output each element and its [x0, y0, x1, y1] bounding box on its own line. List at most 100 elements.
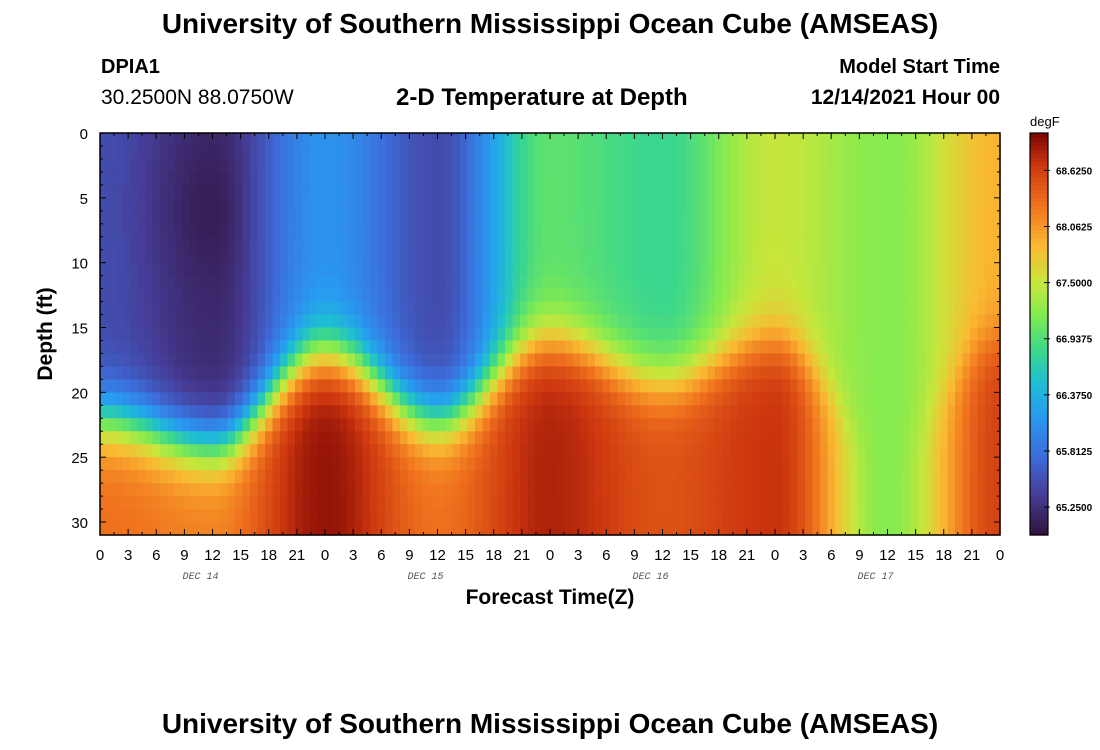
heatmap-cell [280, 496, 289, 510]
heatmap-cell [227, 327, 236, 342]
heatmap-cell [932, 457, 941, 471]
heatmap-cell [962, 210, 971, 225]
heatmap-cell [827, 184, 836, 199]
heatmap-cell [197, 262, 206, 277]
heatmap-cell [842, 353, 851, 368]
heatmap-cell [827, 418, 836, 432]
heatmap-cell [407, 379, 416, 393]
heatmap-cell [805, 444, 814, 458]
heatmap-cell [812, 301, 821, 316]
heatmap-cell [302, 314, 311, 329]
heatmap-cell [242, 288, 251, 303]
heatmap-cell [850, 379, 859, 393]
heatmap-cell [895, 496, 904, 510]
heatmap-cell [977, 197, 986, 212]
heatmap-cell [400, 236, 409, 251]
heatmap-cell [550, 418, 559, 432]
heatmap-cell [932, 223, 941, 238]
heatmap-cell [332, 470, 341, 484]
heatmap-cell [760, 379, 769, 393]
heatmap-cell [940, 171, 949, 186]
heatmap-cell [602, 405, 611, 419]
heatmap-cell [677, 496, 686, 510]
heatmap-cell [857, 262, 866, 277]
heatmap-cell [130, 509, 139, 523]
heatmap-cell [100, 405, 109, 419]
heatmap-cell [422, 301, 431, 316]
heatmap-cell [422, 210, 431, 225]
colorbar-segment [1030, 510, 1048, 516]
heatmap-cell [107, 444, 116, 458]
heatmap-cell [782, 522, 791, 536]
heatmap-cell [790, 470, 799, 484]
heatmap-cell [835, 340, 844, 355]
heatmap-cell [775, 522, 784, 536]
heatmap-cell [932, 158, 941, 173]
heatmap-cell [880, 223, 889, 238]
heatmap-cell [340, 392, 349, 406]
heatmap-cell [662, 314, 671, 329]
heatmap-cell [242, 366, 251, 380]
heatmap-cell [287, 496, 296, 510]
heatmap-cell [910, 496, 919, 510]
heatmap-cell [512, 496, 521, 510]
heatmap-cell [895, 171, 904, 186]
heatmap-cell [692, 496, 701, 510]
colorbar-segment [1030, 169, 1048, 174]
heatmap-cell [880, 431, 889, 445]
heatmap-cell [100, 379, 109, 393]
heatmap-cell [475, 184, 484, 199]
heatmap-cell [782, 210, 791, 225]
heatmap-cell [250, 158, 259, 173]
heatmap-cell [145, 444, 154, 458]
heatmap-cell [662, 457, 671, 471]
heatmap-cell [385, 444, 394, 458]
heatmap-cell [842, 379, 851, 393]
heatmap-cell [272, 444, 281, 458]
heatmap-cell [400, 353, 409, 368]
heatmap-cell [160, 522, 169, 536]
heatmap-cell [812, 275, 821, 290]
heatmap-cell [242, 340, 251, 355]
heatmap-cell [707, 444, 716, 458]
heatmap-cell [715, 483, 724, 497]
heatmap-cell [265, 275, 274, 290]
heatmap-cell [415, 275, 424, 290]
heatmap-cell [707, 158, 716, 173]
heatmap-cell [835, 522, 844, 536]
heatmap-cell [122, 431, 131, 445]
heatmap-cell [662, 366, 671, 380]
heatmap-cell [790, 184, 799, 199]
heatmap-cell [482, 496, 491, 510]
heatmap-cell [130, 197, 139, 212]
heatmap-cell [610, 405, 619, 419]
heatmap-cell [445, 405, 454, 419]
colorbar-segment [1030, 398, 1048, 403]
heatmap-cell [197, 509, 206, 523]
heatmap-cell [385, 145, 394, 160]
heatmap-cell [640, 184, 649, 199]
x-tick-label: 6 [152, 547, 160, 564]
heatmap-cell [355, 171, 364, 186]
heatmap-cell [910, 340, 919, 355]
heatmap-cell [227, 262, 236, 277]
heatmap-cell [272, 379, 281, 393]
heatmap-cell [767, 340, 776, 355]
heatmap-cell [745, 197, 754, 212]
heatmap-cell [955, 483, 964, 497]
heatmap-cell [220, 392, 229, 406]
heatmap-cell [602, 431, 611, 445]
heatmap-cell [707, 275, 716, 290]
heatmap-cell [842, 236, 851, 251]
heatmap-cell [265, 366, 274, 380]
heatmap-cell [407, 470, 416, 484]
heatmap-cell [347, 133, 356, 147]
heatmap-cell [512, 340, 521, 355]
heatmap-cell [445, 184, 454, 199]
heatmap-cell [985, 184, 994, 199]
heatmap-cell [857, 340, 866, 355]
heatmap-cell [865, 145, 874, 160]
heatmap-cell [295, 158, 304, 173]
heatmap-cell [422, 470, 431, 484]
heatmap-cell [820, 145, 829, 160]
